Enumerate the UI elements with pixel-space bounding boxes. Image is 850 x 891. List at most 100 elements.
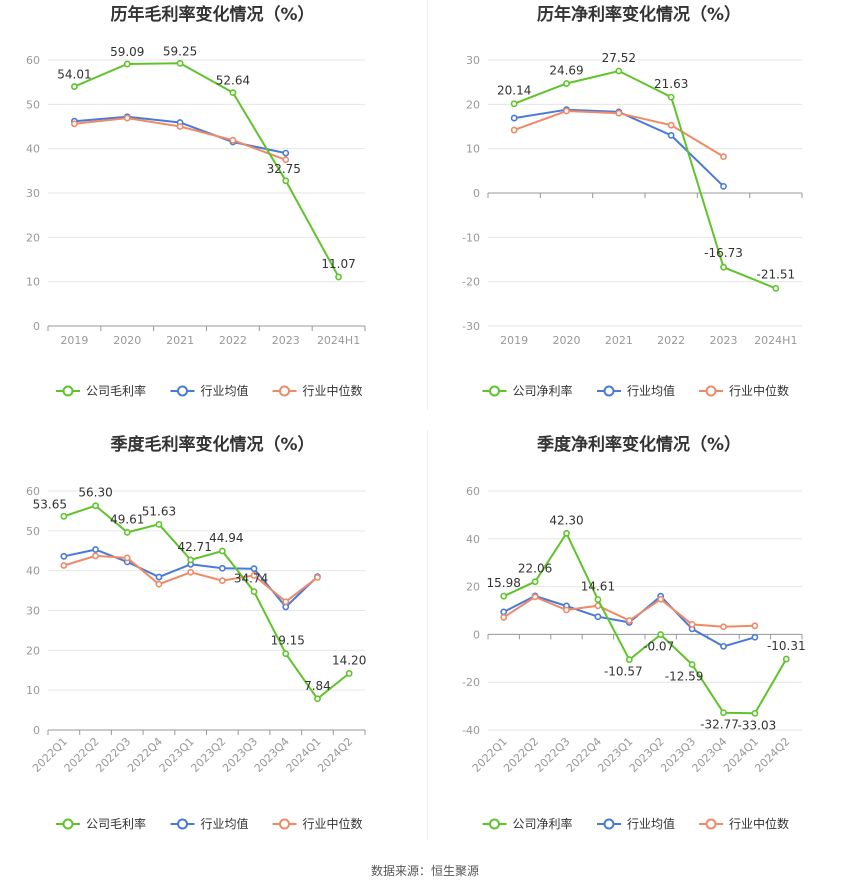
legend-item: 行业均值 [597,816,675,831]
data-label: 27.52 [602,51,636,65]
data-point-company [615,67,623,75]
chart-title: 历年毛利率变化情况（%） [110,4,314,25]
data-point-company [720,263,727,271]
data-point-median [187,568,195,576]
y-tick-label: 10 [466,143,480,156]
series-line-company [74,62,340,278]
data-point-median [531,593,539,601]
y-tick-label: 0 [33,724,40,737]
legend-marker [705,385,717,397]
data-point-median [615,109,623,117]
data-point-company [60,512,68,520]
legend-item: 行业中位数 [699,816,789,831]
data-point-avg [155,573,163,581]
data-label: -16.73 [704,246,743,260]
y-tick-label: 30 [466,54,480,67]
legend-item: 公司毛利率 [56,816,146,831]
legend-label: 行业均值 [201,383,249,398]
y-tick-label: 0 [33,320,40,333]
data-point-avg [60,552,68,560]
y-tick-label: 20 [466,581,480,594]
y-tick-label: 60 [466,485,480,498]
series-line-company [513,69,777,290]
data-point-company [123,528,131,536]
data-point-median [123,554,131,562]
y-tick-label: 60 [26,54,40,67]
data-point-company [657,631,665,638]
data-point-company [563,80,570,87]
x-tick-label: 2023 [272,334,300,347]
x-tick-label: 2019 [500,334,528,347]
data-point-median [71,120,78,128]
y-tick-label: 10 [26,276,40,289]
legend-label: 公司净利率 [513,383,573,398]
legend-label: 行业均值 [627,383,675,398]
data-point-company [500,592,508,600]
legend-item: 行业均值 [170,816,249,831]
data-label: 44.94 [209,531,243,545]
y-tick-label: 0 [473,187,480,200]
data-point-avg [720,182,727,190]
data-label: -0.07 [643,640,674,654]
data-point-median [229,136,237,144]
data-point-company [510,100,518,108]
data-point-avg [282,149,290,157]
data-label: 34.74 [234,572,268,586]
data-point-company [92,502,99,510]
data-point-company [625,656,633,664]
data-point-median [314,574,321,581]
legend-label: 行业中位数 [729,383,789,398]
data-label: 19.15 [271,634,305,648]
vertical-divider-top [427,0,428,410]
y-tick-label: 10 [26,684,40,697]
data-point-avg [92,546,99,553]
data-point-company [250,588,258,596]
legend-marker [705,818,717,830]
data-point-median [720,623,727,631]
data-label: 14.20 [332,653,366,667]
series-line-avg [514,108,725,188]
legend-label: 公司净利率 [513,816,573,831]
data-point-median [282,598,290,606]
legend-label: 行业中位数 [303,816,363,831]
chart-annual-gross-margin: 历年毛利率变化情况（%） 0 10 20 30 40 50 60 2019 2020 2021 202… [26,4,366,398]
data-point-avg [751,633,759,641]
data-point-company [282,650,290,658]
data-point-median [218,577,226,585]
y-tick-label: 0 [473,628,480,641]
data-point-company [563,529,570,537]
data-label: 42.30 [549,513,583,527]
y-tick-label: -20 [462,276,480,289]
legend-item: 行业中位数 [272,383,363,398]
legend-marker [279,385,290,397]
y-tick-label: -30 [462,320,480,333]
data-label: 20.14 [497,84,531,98]
data-point-company [282,177,290,185]
y-tick-label: 50 [26,98,40,111]
data-point-company [772,284,780,292]
data-point-median [720,153,727,161]
x-tick-label: 2020 [113,334,141,347]
y-tick-label: -20 [462,676,480,689]
data-label: -10.31 [767,639,806,653]
data-label: 59.25 [163,44,197,58]
chart-quarterly-gross-margin: 季度毛利率变化情况（%）01020304050602022Q12022Q2202… [26,434,366,831]
x-tick-label: 2023 [710,334,738,347]
data-point-company [667,93,675,101]
data-label: -12.59 [665,669,704,683]
data-point-company [123,60,131,68]
data-point-company [782,655,790,663]
data-label: 56.30 [78,486,112,500]
data-point-company [229,89,237,97]
data-label: 21.63 [654,77,688,91]
legend-item: 公司净利率 [482,816,573,831]
data-point-median [657,595,665,603]
data-label: 52.64 [216,74,250,88]
legend-marker [62,385,74,397]
legend-item: 行业均值 [597,383,675,398]
y-tick-label: -10 [462,231,480,244]
chart-title: 季度毛利率变化情况（%） [110,434,314,455]
x-tick-label: 2019 [60,334,88,347]
legend-item: 行业中位数 [272,816,363,831]
data-point-median [282,156,290,164]
